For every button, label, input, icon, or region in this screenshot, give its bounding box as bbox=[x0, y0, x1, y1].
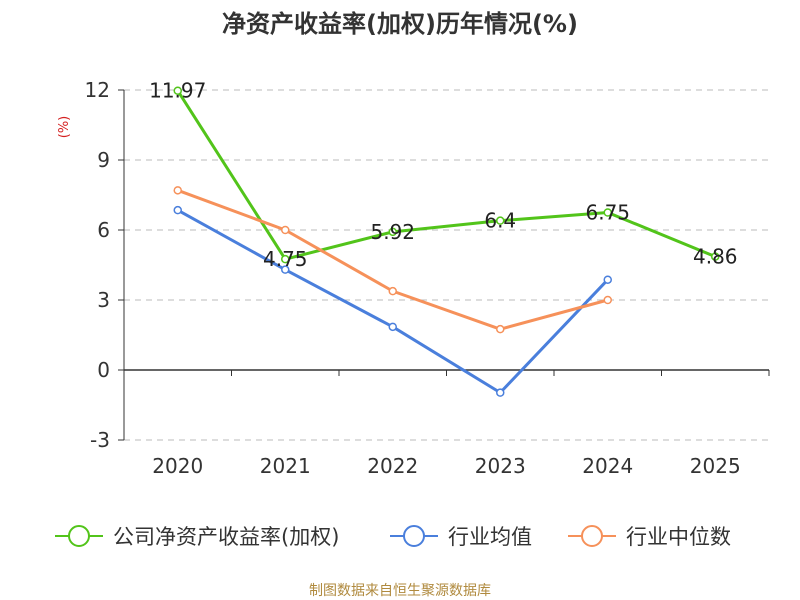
y-tick-label: 9 bbox=[97, 148, 110, 172]
data-point bbox=[388, 227, 397, 237]
data-point bbox=[388, 322, 397, 332]
legend-label: 行业均值 bbox=[448, 525, 532, 549]
series-line-2 bbox=[177, 188, 609, 331]
data-point bbox=[496, 388, 505, 397]
legend-marker bbox=[68, 525, 90, 547]
data-label: 6.4 bbox=[484, 209, 516, 233]
data-label: 11.97 bbox=[149, 79, 206, 103]
legend-marker bbox=[403, 525, 425, 547]
legend-label: 行业中位数 bbox=[626, 525, 731, 549]
data-label: 4.75 bbox=[263, 247, 308, 271]
x-tick-label: 2021 bbox=[260, 454, 311, 478]
data-source-note: 制图数据来自恒生聚源数据库 bbox=[309, 583, 491, 599]
y-tick-label: 3 bbox=[97, 288, 110, 312]
legend-item-2[interactable]: 行业中位数 bbox=[568, 525, 731, 549]
y-tick-label: 0 bbox=[97, 358, 110, 382]
label-layer: 11.97 4.75 5.92 6.4 6.75 4.86 bbox=[149, 79, 737, 271]
data-point bbox=[281, 265, 290, 274]
data-point bbox=[603, 208, 612, 217]
x-tick-label: 2024 bbox=[582, 454, 633, 478]
data-label: 6.75 bbox=[585, 201, 630, 225]
data-label: 5.92 bbox=[370, 220, 415, 244]
y-tick-label: -3 bbox=[90, 428, 110, 452]
data-point bbox=[603, 295, 612, 305]
x-tick-label: 2023 bbox=[475, 454, 526, 478]
y-tick-label: 6 bbox=[97, 218, 110, 242]
x-tick-label: 2022 bbox=[367, 454, 418, 478]
x-tick-label: 2020 bbox=[152, 454, 203, 478]
legend-label: 公司净资产收益率(加权) bbox=[113, 525, 339, 549]
y-tick-label: 12 bbox=[85, 78, 110, 102]
legend-item-0[interactable]: 公司净资产收益率(加权) bbox=[55, 525, 339, 549]
data-point bbox=[281, 225, 290, 235]
data-point bbox=[496, 216, 505, 225]
data-point bbox=[173, 205, 182, 215]
series-layer bbox=[173, 86, 720, 397]
x-tick-label: 2025 bbox=[690, 454, 741, 478]
axis-layer: -3 0 3 6 9 12 2020 2021 2022 2023 2024 2025 bbox=[85, 78, 770, 478]
legend-marker bbox=[581, 525, 603, 547]
y-axis-label: (%) bbox=[57, 116, 72, 139]
data-label: 4.86 bbox=[693, 245, 738, 269]
chart-title: 净资产收益率(加权)历年情况(%) bbox=[222, 10, 578, 38]
data-point bbox=[603, 275, 612, 284]
legend[interactable]: 公司净资产收益率(加权) 行业均值 行业中位数 bbox=[55, 525, 731, 549]
data-point bbox=[173, 186, 182, 195]
grid-layer bbox=[124, 89, 769, 441]
data-point bbox=[388, 286, 397, 296]
series-line-0 bbox=[176, 89, 716, 261]
data-point bbox=[711, 252, 720, 261]
legend-item-1[interactable]: 行业均值 bbox=[390, 525, 532, 549]
data-point bbox=[496, 324, 505, 334]
data-point bbox=[173, 86, 182, 95]
data-point bbox=[281, 254, 290, 264]
